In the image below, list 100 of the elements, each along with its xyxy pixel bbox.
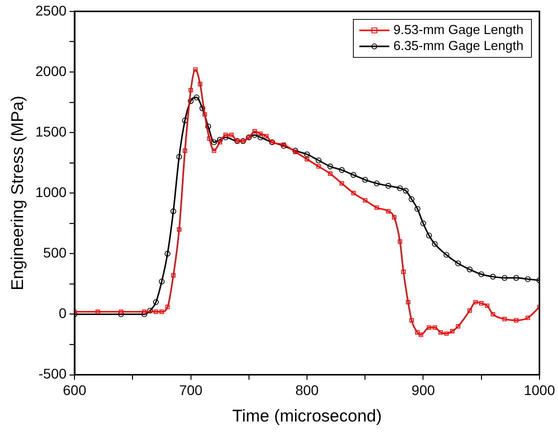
point bbox=[258, 132, 263, 136]
point bbox=[264, 134, 268, 138]
point bbox=[455, 260, 461, 266]
x-tick-label: 900 bbox=[412, 382, 436, 398]
point bbox=[338, 167, 345, 173]
point bbox=[490, 274, 496, 280]
point bbox=[514, 318, 518, 322]
point bbox=[327, 164, 334, 170]
point bbox=[158, 278, 165, 284]
x-tick-label: 800 bbox=[295, 382, 319, 398]
point bbox=[211, 139, 217, 146]
point bbox=[362, 198, 368, 203]
x-tick-label: 600 bbox=[62, 382, 86, 398]
y-tick-label: 2000 bbox=[35, 62, 67, 79]
point bbox=[362, 176, 368, 183]
y-tick-label: 1000 bbox=[35, 184, 67, 200]
point bbox=[188, 98, 194, 104]
point bbox=[374, 205, 379, 210]
point bbox=[165, 304, 170, 310]
point bbox=[444, 331, 449, 336]
point bbox=[456, 324, 460, 329]
point bbox=[304, 157, 310, 162]
point bbox=[502, 274, 508, 281]
point bbox=[223, 132, 228, 138]
point bbox=[142, 310, 146, 314]
point bbox=[164, 250, 170, 257]
point bbox=[198, 82, 202, 86]
point bbox=[385, 182, 392, 189]
point bbox=[96, 310, 100, 314]
point bbox=[207, 136, 212, 141]
point bbox=[420, 220, 426, 226]
point bbox=[409, 318, 414, 322]
point bbox=[350, 172, 356, 178]
point bbox=[147, 308, 153, 314]
y-tick-label: 0 bbox=[58, 305, 67, 322]
point bbox=[513, 274, 520, 281]
point bbox=[154, 310, 158, 314]
point bbox=[526, 316, 530, 320]
x-axis-title: Time (microsecond) bbox=[232, 406, 382, 426]
point bbox=[340, 181, 344, 186]
point bbox=[478, 271, 484, 278]
point bbox=[170, 208, 176, 214]
point bbox=[193, 67, 198, 72]
point bbox=[118, 310, 124, 314]
point bbox=[524, 276, 531, 282]
point bbox=[479, 301, 484, 306]
point bbox=[473, 300, 478, 304]
point bbox=[401, 270, 406, 274]
point bbox=[468, 308, 472, 313]
point bbox=[450, 329, 454, 334]
point bbox=[484, 304, 490, 308]
y-axis-title: Engineering Stress (MPa) bbox=[8, 96, 27, 290]
point bbox=[202, 112, 207, 117]
point bbox=[205, 124, 212, 130]
point bbox=[444, 252, 450, 258]
point bbox=[171, 273, 176, 278]
point bbox=[160, 310, 164, 314]
point bbox=[374, 180, 380, 186]
point bbox=[432, 325, 437, 330]
point bbox=[466, 266, 473, 272]
y-tick-label: 1500 bbox=[35, 123, 67, 140]
point bbox=[351, 190, 356, 196]
point bbox=[426, 232, 432, 238]
point bbox=[229, 132, 234, 138]
point bbox=[188, 88, 193, 92]
point bbox=[252, 132, 258, 138]
point bbox=[398, 239, 402, 244]
legend-label: 9.53-mm Gage Length bbox=[393, 22, 524, 37]
point bbox=[402, 188, 409, 194]
point bbox=[432, 241, 438, 247]
y-tick-label: 500 bbox=[43, 244, 67, 261]
point bbox=[414, 206, 420, 212]
point bbox=[176, 227, 182, 232]
point bbox=[182, 148, 188, 153]
point bbox=[153, 299, 159, 306]
x-tick-label: 700 bbox=[179, 382, 203, 398]
point bbox=[252, 129, 257, 134]
point bbox=[194, 94, 200, 100]
point bbox=[408, 196, 414, 202]
y-tick-label: -500 bbox=[38, 366, 67, 382]
point bbox=[397, 185, 403, 192]
point bbox=[490, 312, 496, 316]
x-tick-label: 1000 bbox=[524, 382, 556, 398]
point bbox=[316, 157, 322, 164]
point bbox=[418, 332, 424, 337]
point bbox=[438, 330, 443, 335]
point bbox=[218, 140, 222, 144]
point bbox=[415, 330, 420, 335]
y-tick-label: 2500 bbox=[35, 2, 67, 18]
point bbox=[406, 300, 410, 304]
point bbox=[176, 154, 182, 160]
point bbox=[316, 164, 321, 169]
legend-label: 6.35-mm Gage Length bbox=[393, 38, 524, 53]
point bbox=[304, 151, 310, 158]
point bbox=[502, 316, 507, 322]
point bbox=[216, 136, 223, 143]
point bbox=[212, 148, 216, 153]
point bbox=[328, 172, 332, 176]
point bbox=[426, 325, 432, 330]
point bbox=[392, 215, 396, 220]
